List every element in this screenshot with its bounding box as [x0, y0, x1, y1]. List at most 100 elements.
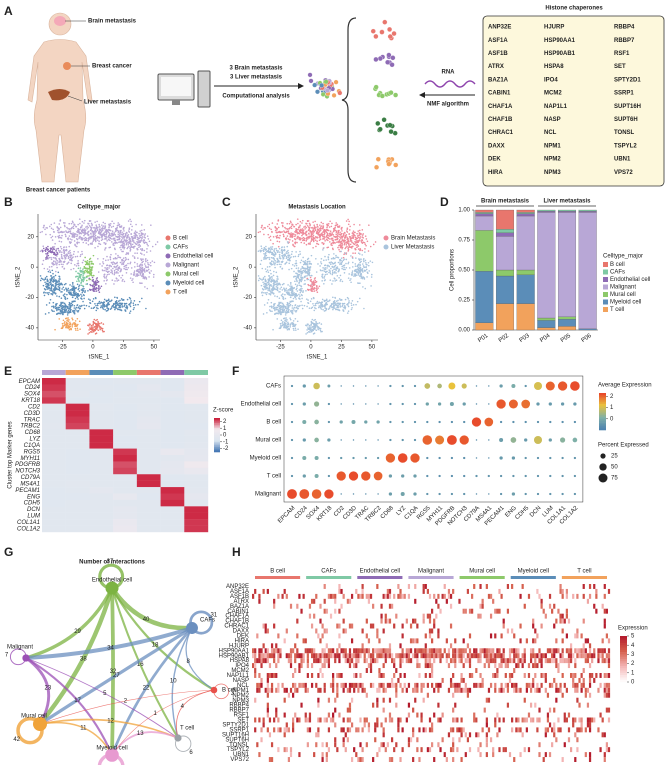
- point: [262, 288, 265, 291]
- point: [60, 303, 62, 306]
- arrow-head: [419, 92, 425, 98]
- point: [90, 268, 93, 270]
- point: [57, 286, 60, 288]
- point: [105, 310, 108, 312]
- point: [124, 309, 126, 311]
- legend-swatch: [603, 292, 608, 297]
- cell: [375, 120, 381, 127]
- point: [95, 327, 97, 329]
- point: [121, 241, 124, 243]
- point: [64, 257, 67, 260]
- point: [68, 250, 70, 253]
- point: [265, 285, 267, 287]
- point: [312, 232, 314, 235]
- point: [123, 239, 126, 242]
- point: [69, 306, 72, 309]
- point: [113, 247, 116, 250]
- point: [305, 298, 308, 300]
- point: [312, 246, 314, 249]
- point: [316, 325, 319, 328]
- point: [279, 288, 281, 290]
- point: [312, 284, 315, 286]
- point: [145, 266, 147, 268]
- point: [332, 263, 334, 265]
- point: [55, 282, 57, 284]
- column-annotation: [184, 370, 208, 375]
- point: [75, 238, 78, 240]
- point: [275, 286, 278, 288]
- point: [63, 308, 66, 311]
- heat-cell: [89, 435, 114, 443]
- x-tick-label: LYZ: [396, 505, 408, 517]
- point: [57, 236, 60, 239]
- point: [120, 277, 122, 279]
- point: [285, 309, 288, 312]
- bar-segment: [557, 319, 577, 327]
- point: [315, 329, 318, 332]
- point: [75, 233, 77, 236]
- point: [290, 233, 293, 236]
- point: [61, 326, 64, 328]
- point: [333, 253, 335, 255]
- point: [133, 261, 136, 264]
- point: [129, 247, 131, 250]
- point: [76, 309, 78, 312]
- point: [102, 225, 105, 227]
- point: [75, 270, 77, 273]
- point: [277, 245, 280, 248]
- point: [334, 280, 336, 282]
- heat-cell: [42, 384, 66, 392]
- rna-wave: [424, 80, 476, 88]
- legend-gradient: [214, 441, 220, 444]
- point: [54, 288, 56, 291]
- point: [371, 273, 373, 276]
- legend-gradient: [214, 435, 220, 437]
- point: [316, 300, 319, 303]
- point: [105, 275, 108, 278]
- point: [348, 273, 350, 275]
- heat-cell: [89, 525, 114, 533]
- point: [283, 246, 286, 248]
- point: [51, 310, 54, 312]
- point: [288, 232, 291, 235]
- point: [152, 276, 155, 278]
- point: [78, 287, 80, 289]
- point: [42, 245, 45, 247]
- point: [331, 271, 334, 273]
- point: [114, 230, 117, 233]
- gene-name: NCL: [544, 130, 557, 136]
- point: [372, 243, 375, 246]
- point: [73, 223, 75, 225]
- point: [341, 230, 343, 232]
- point: [139, 274, 141, 276]
- point: [107, 238, 110, 241]
- point: [85, 242, 88, 244]
- body-label: Brain metastasis: [88, 19, 137, 25]
- point: [119, 261, 122, 264]
- heat-cell: [136, 410, 161, 417]
- point: [102, 308, 105, 310]
- point: [353, 223, 355, 226]
- point: [83, 307, 86, 310]
- dot: [424, 383, 431, 389]
- point: [93, 230, 96, 233]
- point: [91, 231, 93, 233]
- point: [349, 279, 351, 282]
- point: [326, 273, 328, 275]
- point: [94, 284, 97, 286]
- point: [127, 258, 130, 261]
- heat-cell: [113, 519, 138, 526]
- point: [336, 241, 338, 244]
- point: [337, 240, 340, 243]
- point: [42, 247, 45, 250]
- point: [142, 258, 144, 260]
- point: [361, 242, 364, 244]
- point: [349, 246, 352, 249]
- point: [335, 308, 337, 311]
- point: [331, 306, 333, 309]
- point: [47, 254, 50, 257]
- bar-segment: [475, 271, 494, 323]
- point: [263, 252, 265, 255]
- point: [270, 290, 272, 293]
- point: [309, 289, 312, 291]
